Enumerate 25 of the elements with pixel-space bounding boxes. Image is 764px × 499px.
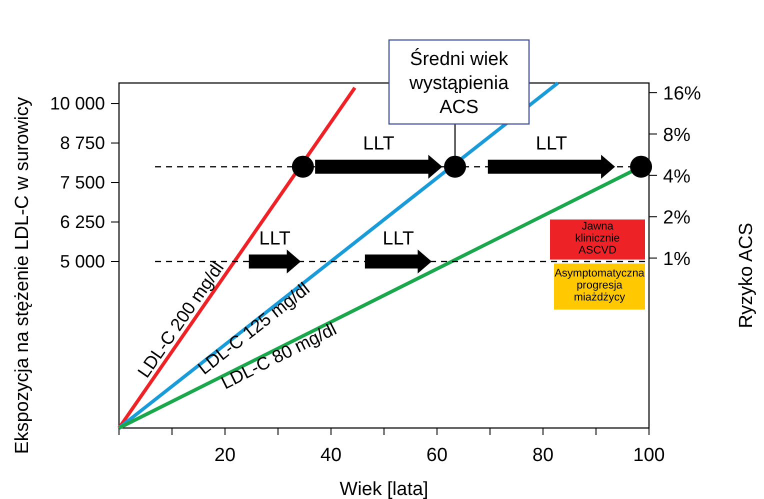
y2-axis-title: Ryzyko ACS (736, 222, 757, 328)
annotation: LLT (259, 228, 291, 250)
y-axis-title: Ekspozycja na stężenie LDL-C w surowicy (12, 96, 33, 454)
annotation: Średni wiek wystąpienia ACS (408, 47, 510, 118)
annotation: LLT (382, 228, 414, 250)
annotation: LLT (536, 134, 568, 155)
y2-tick-label: 4% (663, 166, 691, 188)
y-tick-label: 6 250 (60, 212, 105, 232)
y2-tick-label: 8% (663, 124, 691, 146)
x-tick-label: 100 (633, 445, 665, 466)
annotation: LLT (363, 134, 395, 155)
y2-tick-label: 16% (663, 84, 702, 105)
x-tick-label: 60 (426, 445, 448, 466)
y2-tick-label: 1% (663, 249, 691, 270)
annotation: Jawna klinicznie ASCVD (575, 220, 620, 257)
x-tick-label: 80 (532, 445, 554, 466)
x-tick-label: 20 (214, 445, 236, 466)
y-tick-label: 8 750 (60, 133, 105, 154)
x-tick-label: 40 (320, 445, 342, 466)
x-axis-title: Wiek [lata] (340, 479, 428, 499)
annotation: Asymptomatyczna progresja miażdżycy (554, 268, 646, 304)
y-tick-label: 10 000 (50, 94, 105, 114)
y-tick-label: 7 500 (60, 172, 105, 193)
y-tick-label: 5 000 (60, 252, 105, 272)
y2-tick-label: 2% (663, 208, 691, 229)
